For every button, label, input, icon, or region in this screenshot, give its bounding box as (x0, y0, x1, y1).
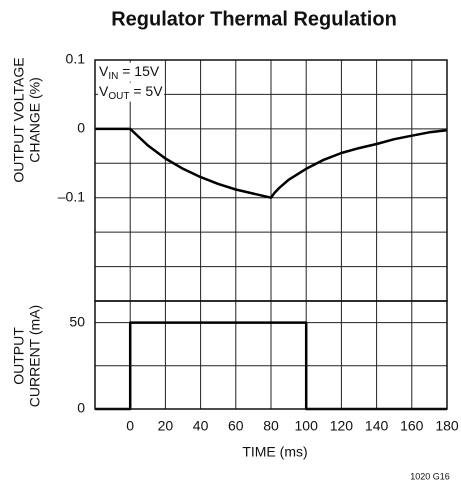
x-tick-label: 180 (435, 418, 459, 434)
x-axis-label: TIME (ms) (242, 444, 307, 460)
annotation-text: V (99, 63, 109, 79)
x-tick-label: 120 (330, 418, 354, 434)
y-tick-label: 50 (69, 313, 85, 329)
x-tick-label: 40 (193, 418, 209, 434)
y-axis-label: CHANGE (%) (27, 77, 43, 163)
annotation-background (98, 82, 165, 102)
chart-title: Regulator Thermal Regulation (111, 8, 397, 30)
annotation-subscript: IN (108, 71, 118, 82)
y-tick-label: –0.1 (58, 188, 85, 204)
x-tick-label: 160 (400, 418, 424, 434)
x-tick-label: 140 (365, 418, 389, 434)
y-tick-label: 0.1 (66, 51, 86, 67)
figure-note: 1020 G16 (410, 471, 450, 481)
plot-frame (94, 300, 448, 410)
x-tick-label: 80 (263, 418, 279, 434)
x-tick-label: 60 (228, 418, 244, 434)
y-axis-label: OUTPUT VOLTAGE (11, 57, 27, 182)
annotation-background (98, 62, 161, 82)
annotation-text: V (99, 83, 109, 99)
y-tick-label: 0 (77, 120, 85, 136)
annotation: VIN = 15V (99, 63, 160, 82)
y-axis-label: OUTPUT (11, 327, 27, 385)
y-tick-label: 0 (77, 400, 85, 416)
annotation-subscript: OUT (108, 91, 129, 102)
annotation: VOUT = 5V (99, 83, 163, 102)
y-axis-label: CURRENT (mA) (27, 305, 43, 407)
data-line (95, 127, 448, 199)
annotation-text: = 5V (129, 83, 163, 99)
x-tick-label: 20 (158, 418, 174, 434)
annotation-text: = 15V (118, 63, 160, 79)
x-tick-label: 100 (295, 418, 319, 434)
x-tick-label: 0 (126, 418, 134, 434)
